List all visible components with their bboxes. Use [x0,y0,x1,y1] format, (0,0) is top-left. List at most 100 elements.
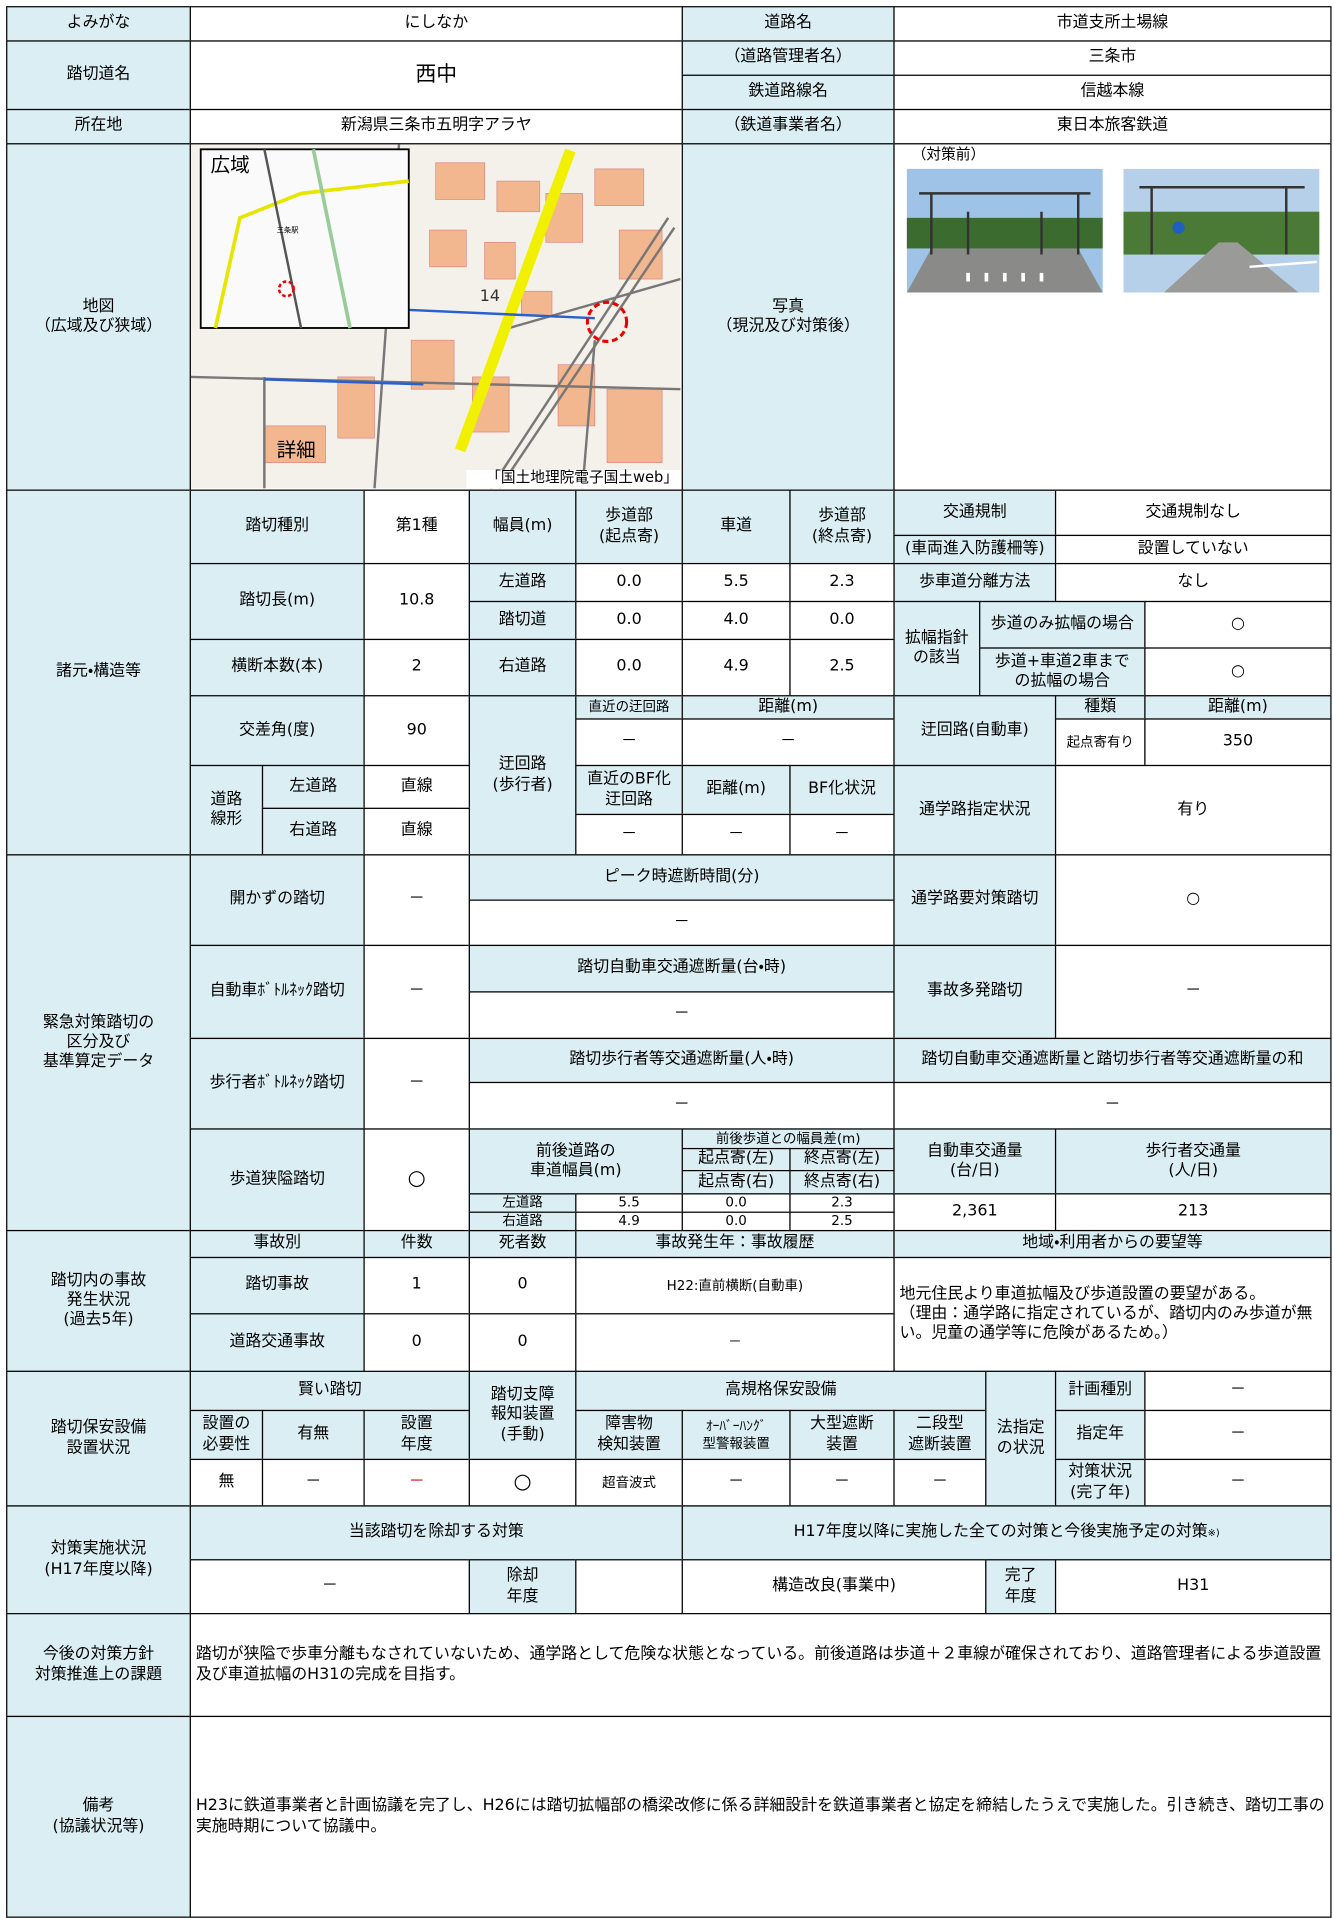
label-cell: 高規格保安設備 [575,1370,987,1412]
label-cell: 起点寄(左) [681,1147,791,1172]
label-cell: 指定年 [1054,1409,1146,1461]
main-road [454,148,576,453]
value-cell: 2.3 [789,1193,895,1213]
label-cell: 道路交通事故 [189,1313,365,1372]
label-cell: 計画種別 [1054,1370,1146,1412]
value-cell: － [189,1559,470,1615]
value-cell: － [789,813,895,856]
label-cell: 完了 年度 [985,1559,1057,1615]
label-cell: H17年度以降に実施した全ての対策と今後実施予定の対策 ※) [681,1505,1332,1561]
label-cell: 距離(m) [681,695,895,720]
label-cell: 設置 年度 [363,1409,470,1461]
value-cell: － [1144,1409,1332,1461]
label-cell: 直近の迂回路 [575,695,683,720]
label-cell: 開かずの踏切 [189,854,365,947]
value-cell: 0 [468,1313,577,1372]
inset-marker [277,280,295,298]
label-cell: 終点寄(左) [789,1147,895,1172]
label-cell: 除却 年度 [468,1559,577,1615]
crossing-marker [585,300,629,343]
photos: （対策前） [906,146,1320,293]
value-cell: 0.0 [575,562,683,603]
photo-2 [1123,168,1320,293]
footnote-mark: ※) [1207,1526,1220,1538]
value-cell: － [363,1037,470,1130]
inset-road [213,179,409,329]
value-cell [575,1559,683,1615]
label-cell: 右道路 [468,638,577,697]
label-cell: 障害物 検知装置 [575,1409,683,1461]
value-cell: － [468,991,895,1040]
value-cell: － [468,899,895,947]
value-cell: ○ [1144,600,1332,649]
value-cell: にしなか [189,6,683,42]
value-cell: 1 [363,1256,470,1315]
blue-road [264,378,424,386]
label-cell: 事故多発踏切 [893,944,1057,1040]
label-cell: （鉄道事業者名） [681,108,895,145]
value-cell: － [681,1458,791,1507]
value-cell: － [1144,1370,1332,1412]
value-cell: － [681,813,791,856]
value-cell: － [789,1458,895,1507]
label-cell: 迂回路 (歩行者) [468,695,577,856]
value-cell: 0.0 [575,638,683,697]
label-cell: 地域・利用者からの要望等 [893,1229,1332,1259]
label-cell: 当該踏切を除却する対策 [189,1505,683,1561]
label-cell: 自動車交通量 (台/日) [893,1128,1057,1195]
value-cell: 起点寄有り [1054,718,1146,767]
value-cell: 三条市 [893,40,1332,76]
label-cell: ピーク時遮断時間(分) [468,854,895,901]
label-cell: （道路管理者名） [681,40,895,76]
label-cell: 死者数 [468,1229,577,1259]
value-cell: － [468,1081,895,1130]
value-cell: － [363,854,470,947]
value-cell: 設置していない [1054,534,1332,565]
label-cell: 歩道狭隘踏切 [189,1128,365,1232]
label-cell: 右道路 [468,1211,577,1232]
value-cell: 0 [363,1313,470,1372]
label-cell: 迂回路(自動車) [893,695,1057,767]
label-cell: 諸元・構造等 [6,489,191,856]
value-cell: 4.9 [575,1211,683,1232]
label-cell: 対策状況 (完了年) [1054,1458,1146,1507]
label-cell: 踏切道 [468,600,577,641]
label-cell: 左道路 [468,562,577,603]
label-cell: 横断本数(本) [189,638,365,697]
label-cell: 歩行者ﾎﾞﾄﾙﾈｯｸ踏切 [189,1037,365,1130]
value-cell: 2,361 [893,1193,1057,1232]
source-bg [466,469,681,489]
label-cell: 所在地 [6,108,191,145]
label-cell: 踏切歩行者等交通遮断量(人・時) [468,1037,895,1084]
value-cell: 4.9 [681,638,791,697]
label-cell: 写真 （現況及び対策後） [681,143,895,491]
label-cell: 左道路 [468,1193,577,1213]
value-cell: 350 [1144,718,1332,767]
label-cell: 通学路指定状況 [893,764,1057,856]
before-label: （対策前） [912,146,985,163]
label-cell: 交通規制 [893,489,1057,537]
label-cell: 拡幅指針 の該当 [893,600,981,697]
value-cell: 90 [363,695,470,767]
label-cell: 踏切支障 報知装置 (手動) [468,1370,577,1461]
value-cell: H31 [1054,1559,1332,1615]
label-cell: 距離(m) [1144,695,1332,720]
value-cell: 第1種 [363,489,470,565]
label-cell: 緊急対策踏切の 区分及び 基準算定データ [6,854,191,1232]
label-cell: 踏切自動車交通遮断量(台・時) [468,944,895,993]
map: 広域 三条駅 14 詳細 「国土地理院電子国土web」 [190,144,681,489]
label-cell: ｵｰﾊﾞｰﾊﾝｸﾞ 型警報装置 [681,1409,791,1461]
value-cell: － [1054,944,1332,1040]
value-cell: － [575,1313,895,1372]
value-cell: ○ [363,1128,470,1232]
value-cell: なし [1054,562,1332,603]
label-cell: 道路名 [681,6,895,42]
label-cell: 踏切長(m) [189,562,365,641]
value-cell: 無 [189,1458,264,1507]
value-cell: 5.5 [575,1193,683,1213]
value-cell: 5.5 [681,562,791,603]
value-cell: 0.0 [681,1211,791,1232]
value-cell: ○ [1054,854,1332,947]
